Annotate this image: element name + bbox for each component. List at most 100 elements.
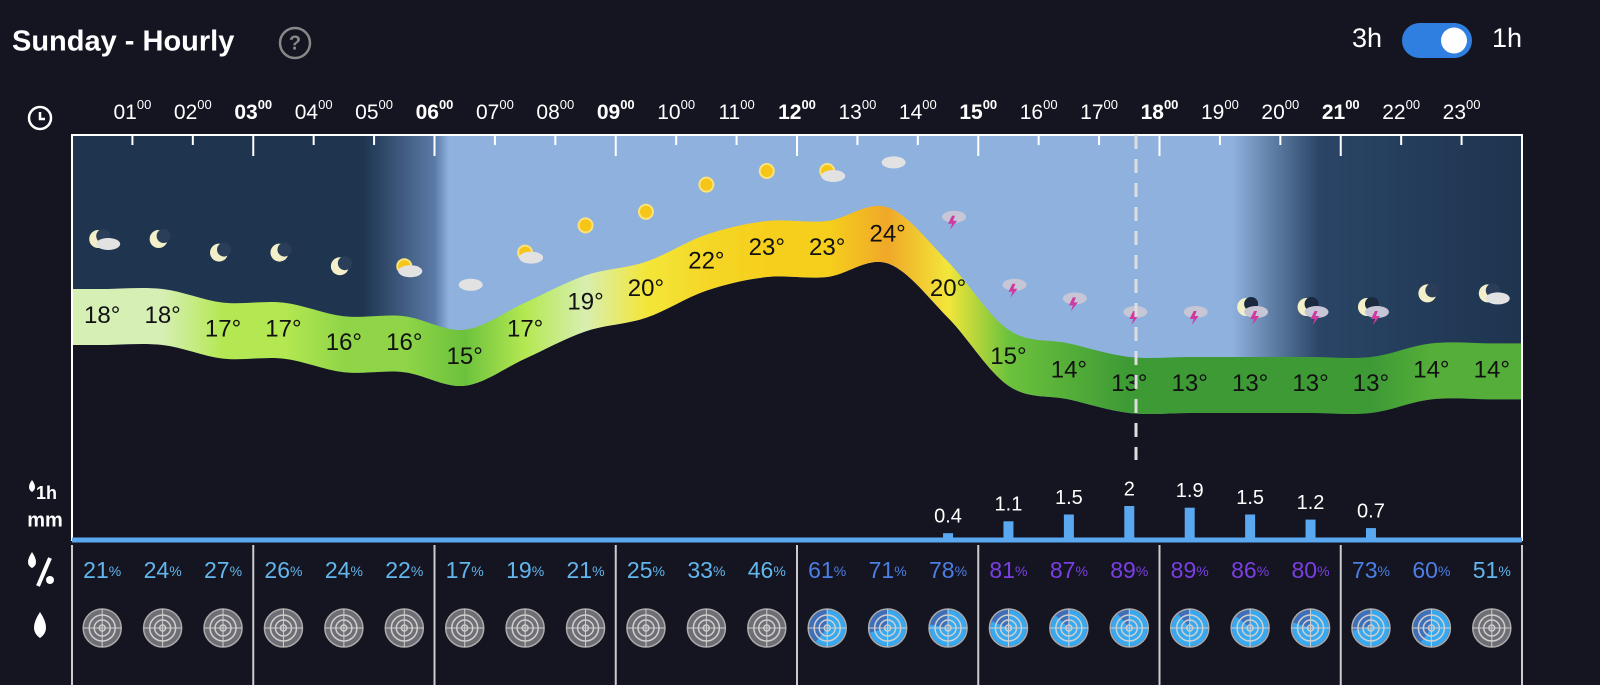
hour-label: 0400 [295,97,333,123]
temperature-value: 23 [809,234,836,261]
bolt [1310,311,1320,325]
radar-cross [445,609,484,647]
minute: 00 [439,97,453,112]
hour: 23 [1443,101,1466,124]
minute: 00 [379,97,393,112]
temperature-unit: ° [534,316,544,343]
precip-bar [1245,514,1256,540]
radar-cross [385,609,424,647]
temperature-label: 14° [1474,357,1510,384]
toggle-1h[interactable]: 1h [1492,23,1522,53]
radar-cross [1049,609,1088,647]
radar-cross [264,609,303,647]
weather-icon [270,242,292,262]
probability-unit: % [230,563,242,579]
hour: 05 [355,101,378,124]
hour-label: 1100 [718,97,754,123]
weather-icon [942,210,967,230]
temperature-value: 22 [688,248,715,275]
hour: 12 [778,101,801,124]
temperature-label: 20° [628,275,664,302]
hour: 11 [718,101,740,124]
probability-value: 61 [808,557,834,583]
temperature-label: 18° [144,302,180,329]
radar-icon [203,608,243,648]
radar-cross [143,609,182,647]
hour: 07 [476,101,499,124]
probability-label: 46% [748,557,786,583]
probability-value: 22 [385,557,411,583]
radar-cross [747,609,786,647]
radar-icon [1472,608,1512,648]
precip-unit-bottom: mm [27,509,63,531]
bolt [1370,311,1380,325]
temperature-label: 19° [567,289,603,316]
probability-label: 21% [567,557,605,583]
precip-bar [1124,506,1135,540]
moon-cut [1425,283,1440,298]
probability-label: 17% [446,557,484,583]
temperature-value: 14 [1413,357,1440,384]
hour-label: 1600 [1020,97,1058,123]
hour-label: 1300 [839,97,877,123]
radar-cross [687,609,726,647]
precip-bar [1305,519,1316,540]
probability-unit: % [1257,563,1269,579]
hour-label: 1400 [899,97,937,123]
help-text[interactable]: ? [289,32,301,54]
probability-label: 61% [808,557,846,583]
hour-label: 0200 [174,97,212,123]
temperature-unit: ° [292,316,302,343]
radar-cross [989,609,1028,647]
radar-icon [324,608,364,648]
probability-label: 19% [506,557,544,583]
hour: 21 [1322,101,1346,124]
weather-icon [1183,306,1208,325]
precip-unit-top: 1h [36,483,57,503]
hour: 16 [1020,101,1043,124]
hour-label: 0100 [114,97,152,123]
toggle-3h[interactable]: 3h [1352,23,1382,53]
precip-bar [1063,514,1074,540]
temperature-value: 15 [447,343,474,370]
temperature-label: 14° [1413,357,1449,384]
probability-unit: % [773,563,785,579]
probability-label: 80% [1292,557,1330,583]
temperature-value: 20 [930,275,957,302]
precip-label: 1.1 [995,494,1023,516]
temperature-value: 13 [1172,370,1199,397]
hour: 02 [174,101,197,124]
sun [758,163,775,179]
temperature-unit: ° [413,330,423,357]
radar-icon [565,608,606,648]
temperature-label: 13° [1232,370,1268,397]
minute: 00 [560,97,574,112]
radar-icon [1109,608,1150,648]
hour: 04 [295,101,319,124]
probability-unit: % [411,563,423,579]
probability-unit: % [350,563,362,579]
radar-icon [444,608,485,648]
temperature-unit: ° [896,221,906,248]
help-icon[interactable] [278,26,312,60]
probability-value: 24 [144,557,170,583]
probability-unit: % [290,563,302,579]
minute: 00 [258,97,272,112]
radar-icon [626,608,666,648]
hour-label: 0300 [234,97,272,123]
radar-cross [808,609,847,647]
radar-cross [1412,609,1451,647]
temperature-unit: ° [594,289,604,316]
radar-icon [747,608,787,648]
minute: 00 [197,97,211,112]
temperature-label: 15° [990,343,1026,370]
hour: 09 [597,101,620,124]
probability-label: 73% [1352,557,1390,583]
toggle-knob[interactable] [1441,27,1467,54]
probability-value: 21 [567,557,593,583]
precip-bar [1003,521,1014,540]
probability-label: 21% [83,557,121,583]
probability-label: 24% [144,557,182,583]
probability-unit: % [1196,563,1208,579]
temperature-label: 15° [447,343,483,370]
